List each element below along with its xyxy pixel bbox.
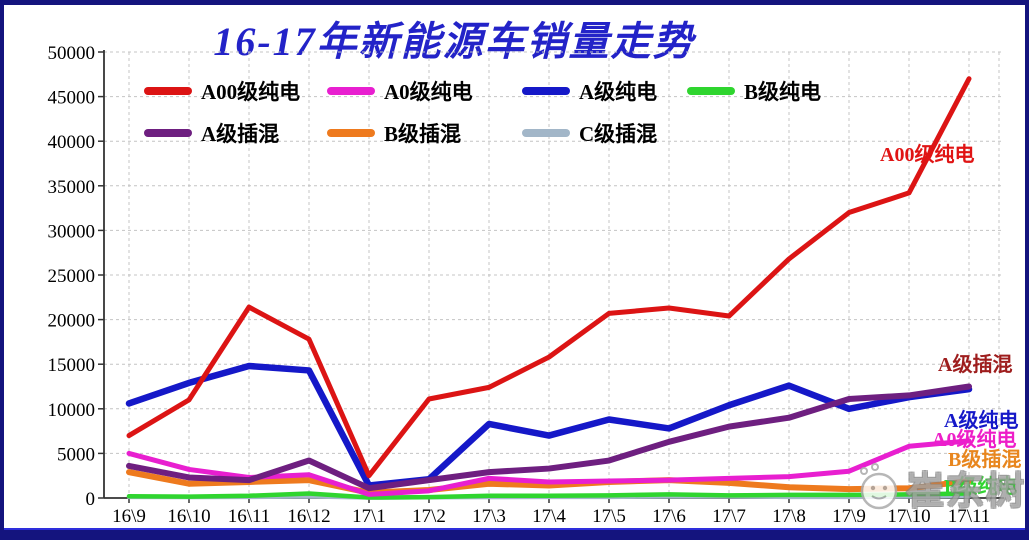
series-line-2-A级纯电 bbox=[125, 362, 973, 489]
x-tick-label: 17\3 bbox=[472, 506, 506, 527]
legend-swatch-a0-bev bbox=[327, 87, 375, 95]
legend-item-a0-bev: A0级纯电 bbox=[327, 79, 473, 104]
legend-item-b-phev: B级插混 bbox=[327, 121, 462, 146]
series-line-0-A00级纯电 bbox=[126, 76, 972, 479]
x-tick-label: 17\7 bbox=[712, 506, 746, 527]
x-tick-label: 17\2 bbox=[412, 506, 446, 527]
legend-label-c-phev: C级插混 bbox=[579, 122, 658, 146]
series-line-3-B级纯电 bbox=[126, 491, 972, 500]
series-line-4-A级插混 bbox=[126, 383, 972, 492]
y-tick-label: 25000 bbox=[48, 266, 96, 287]
y-tick-label: 45000 bbox=[48, 88, 96, 109]
x-tick-label: 17\11 bbox=[948, 506, 991, 527]
legend-label-a0-bev: A0级纯电 bbox=[384, 80, 473, 104]
legend-label-b-phev: B级插混 bbox=[384, 122, 462, 146]
y-tick-label: 15000 bbox=[48, 355, 96, 376]
series-end-label-b-phev: B级插混 bbox=[948, 449, 1022, 471]
x-tick-label: 17\10 bbox=[887, 506, 930, 527]
y-tick-label: 5000 bbox=[57, 444, 95, 465]
legend-item-a-bev: A级纯电 bbox=[522, 79, 658, 104]
series-line-5-B级插混 bbox=[126, 469, 972, 496]
series-end-label-b-bev: B级纯电 bbox=[944, 476, 1018, 498]
legend-item-c-phev: C级插混 bbox=[522, 121, 658, 146]
legend-item-a00-bev: A00级纯电 bbox=[144, 79, 301, 104]
series-end-label-a-bev: A级纯电 bbox=[944, 410, 1019, 432]
y-tick-label: 0 bbox=[86, 489, 96, 510]
x-tick-label: 17\5 bbox=[592, 506, 626, 527]
legend-swatch-b-bev bbox=[687, 87, 735, 95]
legend-item-a-phev: A级插混 bbox=[144, 121, 280, 146]
x-tick-label: 16\12 bbox=[287, 506, 330, 527]
legend-label-a-phev: A级插混 bbox=[201, 122, 280, 146]
x-tick-label: 16\9 bbox=[112, 506, 146, 527]
x-tick-label: 16\10 bbox=[167, 506, 210, 527]
legend-swatch-a-phev bbox=[144, 129, 192, 137]
legend-swatch-a-bev bbox=[522, 87, 570, 95]
series-end-label-a0-bev: A0级纯电 bbox=[932, 429, 1017, 451]
plot-area: 0 5000 10000 15000 20000 25000 30000 35000 40000… bbox=[48, 43, 1004, 527]
y-tick-label: 30000 bbox=[48, 221, 96, 242]
y-tick-label: 10000 bbox=[48, 400, 96, 421]
legend-item-b-bev: B级纯电 bbox=[687, 79, 822, 104]
legend-swatch-c-phev bbox=[522, 129, 570, 137]
x-tick-label: 16\11 bbox=[228, 506, 271, 527]
y-tick-label: 50000 bbox=[48, 43, 96, 64]
series-end-label-a-phev: A级插混 bbox=[938, 354, 1013, 376]
y-tick-label: 40000 bbox=[48, 132, 96, 153]
x-tick-label: 17\4 bbox=[532, 506, 566, 527]
legend-swatch-b-phev bbox=[327, 129, 375, 137]
legend-label-a00-bev: A00级纯电 bbox=[201, 80, 301, 104]
legend-swatch-a00-bev bbox=[144, 87, 192, 95]
series-end-label-a00-bev: A00级纯电 bbox=[880, 144, 975, 166]
x-tick-label: 17\8 bbox=[772, 506, 806, 527]
legend-label-b-bev: B级纯电 bbox=[744, 80, 822, 104]
chart-title: 16-17年新能源车销量走势 bbox=[213, 19, 695, 64]
legend-label-a-bev: A级纯电 bbox=[579, 80, 658, 104]
y-tick-label: 35000 bbox=[48, 177, 96, 198]
x-tick-label: 17\6 bbox=[652, 506, 686, 527]
x-tick-label: 17\9 bbox=[832, 506, 866, 527]
y-tick-label: 20000 bbox=[48, 311, 96, 332]
x-tick-label: 17\1 bbox=[352, 506, 386, 527]
